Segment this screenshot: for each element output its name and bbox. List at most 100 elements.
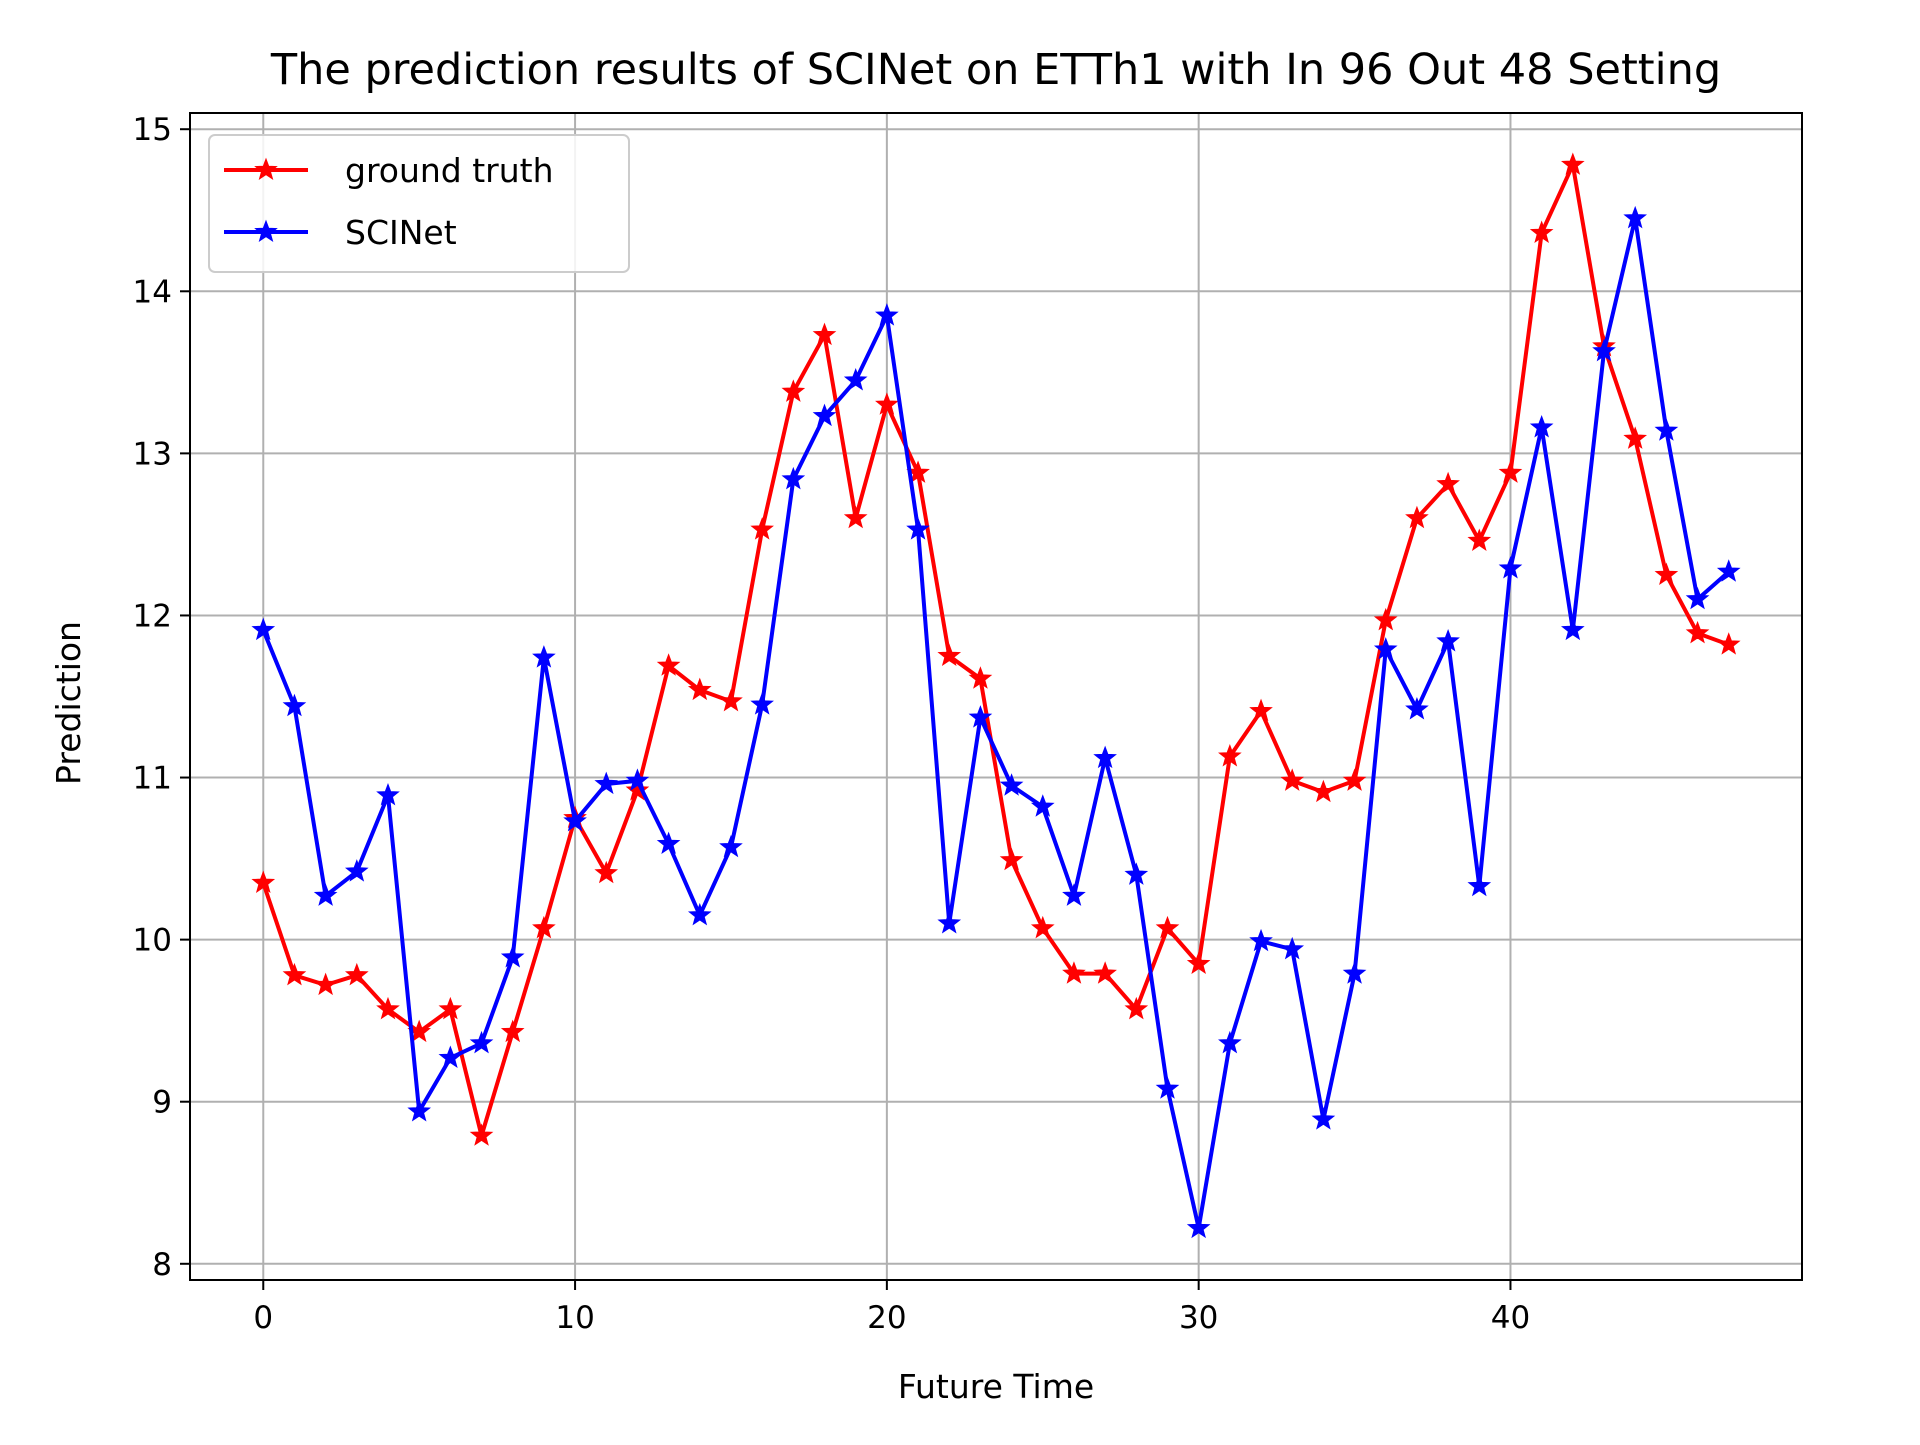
data-point-ground-truth: [469, 1123, 494, 1146]
data-point-scinet: [1561, 617, 1585, 641]
legend-entry-scinet: SCINet: [224, 213, 457, 252]
data-point-scinet: [1030, 794, 1055, 817]
y-tick-label: 12: [133, 598, 172, 634]
data-point-scinet: [999, 773, 1024, 796]
data-point-scinet: [843, 368, 868, 391]
data-point-ground-truth: [1249, 698, 1273, 722]
data-point-scinet: [1436, 628, 1460, 652]
data-point-scinet: [625, 768, 650, 791]
data-point-ground-truth: [937, 643, 962, 667]
data-point-ground-truth: [1498, 460, 1523, 483]
data-point-ground-truth: [282, 962, 307, 986]
data-point-scinet: [937, 910, 962, 934]
series-scinet: [251, 205, 1741, 1239]
data-point-scinet: [1529, 415, 1554, 438]
data-point-ground-truth: [625, 778, 650, 801]
x-tick-label: 0: [253, 1300, 273, 1336]
data-point-ground-truth: [1623, 426, 1648, 449]
data-point-ground-truth: [1373, 607, 1398, 631]
y-tick-label: 15: [133, 112, 172, 148]
x-tick-label: 10: [555, 1300, 594, 1336]
data-point-ground-truth: [1186, 951, 1211, 974]
data-point-scinet: [407, 1099, 431, 1122]
data-point-ground-truth: [1124, 996, 1149, 1020]
y-tick-label: 13: [133, 436, 172, 472]
data-point-scinet: [1186, 1215, 1211, 1239]
data-point-ground-truth: [532, 915, 556, 939]
data-point-ground-truth: [1405, 505, 1429, 529]
data-point-scinet: [594, 771, 619, 795]
data-point-scinet: [1093, 745, 1117, 769]
data-point-scinet: [781, 466, 806, 490]
data-point-ground-truth: [1685, 620, 1710, 644]
data-point-scinet: [968, 705, 993, 728]
data-point-ground-truth: [1218, 744, 1242, 767]
data-point-scinet: [875, 303, 899, 326]
data-point-scinet: [1623, 205, 1648, 229]
data-point-ground-truth: [1311, 779, 1336, 803]
y-axis-label: Prediction: [49, 621, 88, 785]
data-point-scinet: [469, 1030, 494, 1054]
data-point-ground-truth: [1093, 961, 1117, 984]
legend-swatch-marker: [254, 219, 278, 243]
data-point-ground-truth: [1561, 152, 1585, 175]
data-point-ground-truth: [750, 517, 774, 540]
data-point-scinet: [563, 808, 587, 832]
legend-box: [208, 134, 630, 273]
data-point-scinet: [656, 831, 681, 855]
data-point-scinet: [1685, 586, 1710, 610]
chart-title: The prediction results of SCINet on ETTh…: [270, 45, 1721, 95]
data-point-ground-truth: [1716, 632, 1741, 655]
data-point-ground-truth: [719, 688, 743, 712]
data-point-scinet: [1218, 1030, 1242, 1054]
data-point-ground-truth: [1280, 768, 1305, 791]
data-point-ground-truth: [1654, 562, 1679, 585]
data-point-ground-truth: [1467, 528, 1492, 551]
data-point-scinet: [750, 692, 774, 715]
data-point-scinet: [251, 617, 276, 641]
data-point-scinet: [313, 883, 338, 906]
data-point-ground-truth: [1030, 915, 1055, 939]
data-point-ground-truth: [376, 996, 400, 1020]
data-point-scinet: [1467, 873, 1492, 897]
y-tick-label: 11: [133, 761, 172, 797]
y-tick-label: 10: [133, 923, 172, 959]
series-line-scinet: [261, 216, 1731, 1231]
data-point-ground-truth: [812, 322, 837, 346]
data-point-ground-truth: [313, 972, 338, 996]
data-point-ground-truth: [438, 996, 463, 1020]
y-tick-label: 8: [152, 1247, 172, 1283]
data-point-ground-truth: [1342, 768, 1367, 791]
data-point-scinet: [1155, 1076, 1180, 1099]
data-point-scinet: [906, 517, 930, 540]
data-point-scinet: [376, 782, 400, 806]
data-point-scinet: [532, 645, 556, 668]
data-point-scinet: [1373, 637, 1398, 660]
series-layer: [251, 152, 1741, 1239]
series-line-ground-truth: [261, 162, 1730, 1138]
data-point-ground-truth: [843, 505, 868, 529]
data-point-scinet: [1249, 928, 1273, 952]
x-tick-label: 20: [867, 1300, 906, 1336]
data-point-scinet: [282, 693, 307, 717]
data-point-scinet: [1311, 1107, 1336, 1130]
data-point-ground-truth: [500, 1019, 525, 1043]
data-point-scinet: [1342, 961, 1367, 984]
data-point-scinet: [438, 1045, 463, 1069]
data-point-ground-truth: [1062, 961, 1086, 984]
data-point-scinet: [500, 945, 525, 968]
data-point-scinet: [812, 403, 837, 427]
plot-area-frame: [189, 112, 1803, 1281]
data-point-ground-truth: [1436, 471, 1460, 495]
legend-entry-ground-truth: ground truth: [224, 151, 554, 190]
data-point-ground-truth: [687, 677, 712, 701]
data-point-ground-truth: [656, 653, 681, 676]
data-point-ground-truth: [999, 847, 1024, 871]
data-point-scinet: [719, 834, 743, 858]
data-point-scinet: [1654, 418, 1679, 441]
y-tick-label: 9: [152, 1085, 172, 1121]
data-point-scinet: [1062, 883, 1086, 906]
x-tick-label: 30: [1179, 1300, 1218, 1336]
